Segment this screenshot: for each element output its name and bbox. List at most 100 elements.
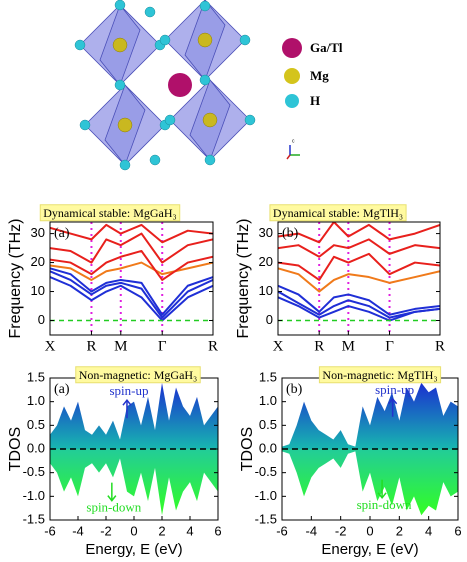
h-atom bbox=[239, 34, 251, 46]
x-tick-label: M bbox=[342, 338, 355, 354]
x-tick-label: -6 bbox=[44, 523, 56, 538]
x-tick-label: -2 bbox=[335, 523, 347, 538]
mg-atom bbox=[112, 37, 128, 53]
h-atom bbox=[244, 114, 256, 126]
title-box bbox=[318, 366, 442, 384]
plot-area bbox=[282, 382, 458, 516]
x-axis-label: Energy, E (eV) bbox=[85, 541, 182, 558]
dos-area bbox=[50, 449, 218, 516]
band-line bbox=[278, 284, 440, 316]
y-tick-label: 1.5 bbox=[27, 369, 45, 384]
axis-a bbox=[286, 154, 291, 160]
h-atom bbox=[144, 6, 156, 18]
dos-area bbox=[50, 382, 218, 449]
arrow-head bbox=[122, 398, 132, 406]
title-box bbox=[75, 366, 201, 384]
ga-atom bbox=[168, 73, 192, 97]
chart-title: Dynamical stable: MgTlH₃ bbox=[273, 206, 403, 220]
h-atom bbox=[199, 0, 211, 12]
y-tick-label: 1.0 bbox=[259, 393, 277, 408]
band-line bbox=[50, 249, 213, 281]
panel-label: (a) bbox=[54, 382, 70, 397]
band-line bbox=[50, 223, 213, 244]
y-tick-label: 0.5 bbox=[259, 417, 277, 432]
x-tick-label: X bbox=[273, 338, 284, 354]
band-line bbox=[278, 267, 440, 293]
y-tick-label: 0 bbox=[266, 312, 273, 327]
legend-label: Ga/Tl bbox=[310, 40, 343, 55]
band-line bbox=[50, 270, 213, 319]
y-tick-label: 1.5 bbox=[259, 369, 277, 384]
x-tick-label: 0 bbox=[130, 523, 137, 538]
x-tick-label: R bbox=[86, 338, 96, 354]
chart-title: Non-magnetic: MgGaH₃ bbox=[79, 368, 198, 382]
y-tick-label: 20 bbox=[259, 254, 273, 269]
x-tick-label: 4 bbox=[186, 523, 193, 538]
band-line bbox=[50, 232, 213, 264]
title-box bbox=[269, 204, 407, 222]
plot-area bbox=[278, 222, 440, 335]
arrow-head bbox=[377, 492, 387, 500]
x-tick-label: R bbox=[208, 338, 218, 354]
x-axis-label: Energy, E (eV) bbox=[321, 541, 418, 558]
x-tick-label: 0 bbox=[366, 523, 373, 538]
title-box bbox=[39, 204, 181, 222]
x-tick-label: -6 bbox=[276, 523, 288, 538]
plot-frame bbox=[49, 221, 214, 336]
mg-atom bbox=[117, 117, 133, 133]
y-tick-label: 20 bbox=[31, 254, 45, 269]
band-line bbox=[278, 252, 440, 281]
x-tick-label: Γ bbox=[385, 338, 394, 354]
annotation: spin-down bbox=[86, 500, 141, 515]
x-tick-label: 4 bbox=[425, 523, 432, 538]
y-tick-label: -1.0 bbox=[23, 488, 45, 503]
y-tick-label: 10 bbox=[31, 283, 45, 298]
x-tick-label: Γ bbox=[158, 338, 167, 354]
y-axis-label: TDOS bbox=[7, 427, 24, 471]
chart-title: Dynamical stable: MgGaH₃ bbox=[43, 206, 176, 220]
x-tick-label: 6 bbox=[454, 523, 461, 538]
crystal-structure: c Ga/Tl Mg H bbox=[74, 0, 343, 171]
x-tick-label: -4 bbox=[306, 523, 318, 538]
y-tick-label: 0.0 bbox=[27, 440, 45, 455]
plot-area bbox=[50, 382, 218, 516]
y-tick-label: 0.5 bbox=[27, 417, 45, 432]
y-tick-label: 0.0 bbox=[259, 440, 277, 455]
y-axis-label: Frequency (THz) bbox=[7, 218, 24, 338]
x-tick-label: X bbox=[45, 338, 56, 354]
y-tick-label: -1.0 bbox=[255, 488, 277, 503]
panel-label: (b) bbox=[282, 226, 299, 241]
y-tick-label: 10 bbox=[259, 283, 273, 298]
axis-label: c bbox=[292, 138, 295, 144]
x-tick-label: -4 bbox=[72, 523, 84, 538]
h-atom bbox=[114, 0, 126, 11]
h-atom bbox=[159, 34, 171, 46]
h-atom bbox=[199, 74, 211, 86]
band-line bbox=[278, 222, 440, 244]
h-atom bbox=[119, 159, 131, 171]
x-tick-label: R bbox=[314, 338, 324, 354]
x-tick-label: 2 bbox=[396, 523, 403, 538]
legend-marker bbox=[282, 38, 302, 58]
panel-label: (a) bbox=[54, 226, 70, 241]
mg-atom bbox=[197, 32, 213, 48]
dos-area bbox=[282, 449, 458, 516]
y-tick-label: -1.5 bbox=[255, 511, 277, 526]
x-tick-label: -2 bbox=[100, 523, 112, 538]
x-tick-label: 6 bbox=[214, 523, 221, 538]
y-tick-label: -0.5 bbox=[255, 464, 277, 479]
h-atom bbox=[74, 39, 86, 51]
y-tick-label: -1.5 bbox=[23, 511, 45, 526]
band-line bbox=[278, 290, 440, 319]
y-tick-label: 30 bbox=[31, 225, 45, 240]
legend-label: H bbox=[310, 93, 320, 108]
x-tick-label: 2 bbox=[158, 523, 165, 538]
h-atom bbox=[204, 154, 216, 166]
h-atom bbox=[79, 119, 91, 131]
band-line bbox=[50, 276, 213, 322]
y-tick-label: 1.0 bbox=[27, 393, 45, 408]
legend-marker bbox=[284, 68, 300, 84]
dos-area bbox=[282, 382, 458, 449]
y-tick-label: 30 bbox=[259, 225, 273, 240]
